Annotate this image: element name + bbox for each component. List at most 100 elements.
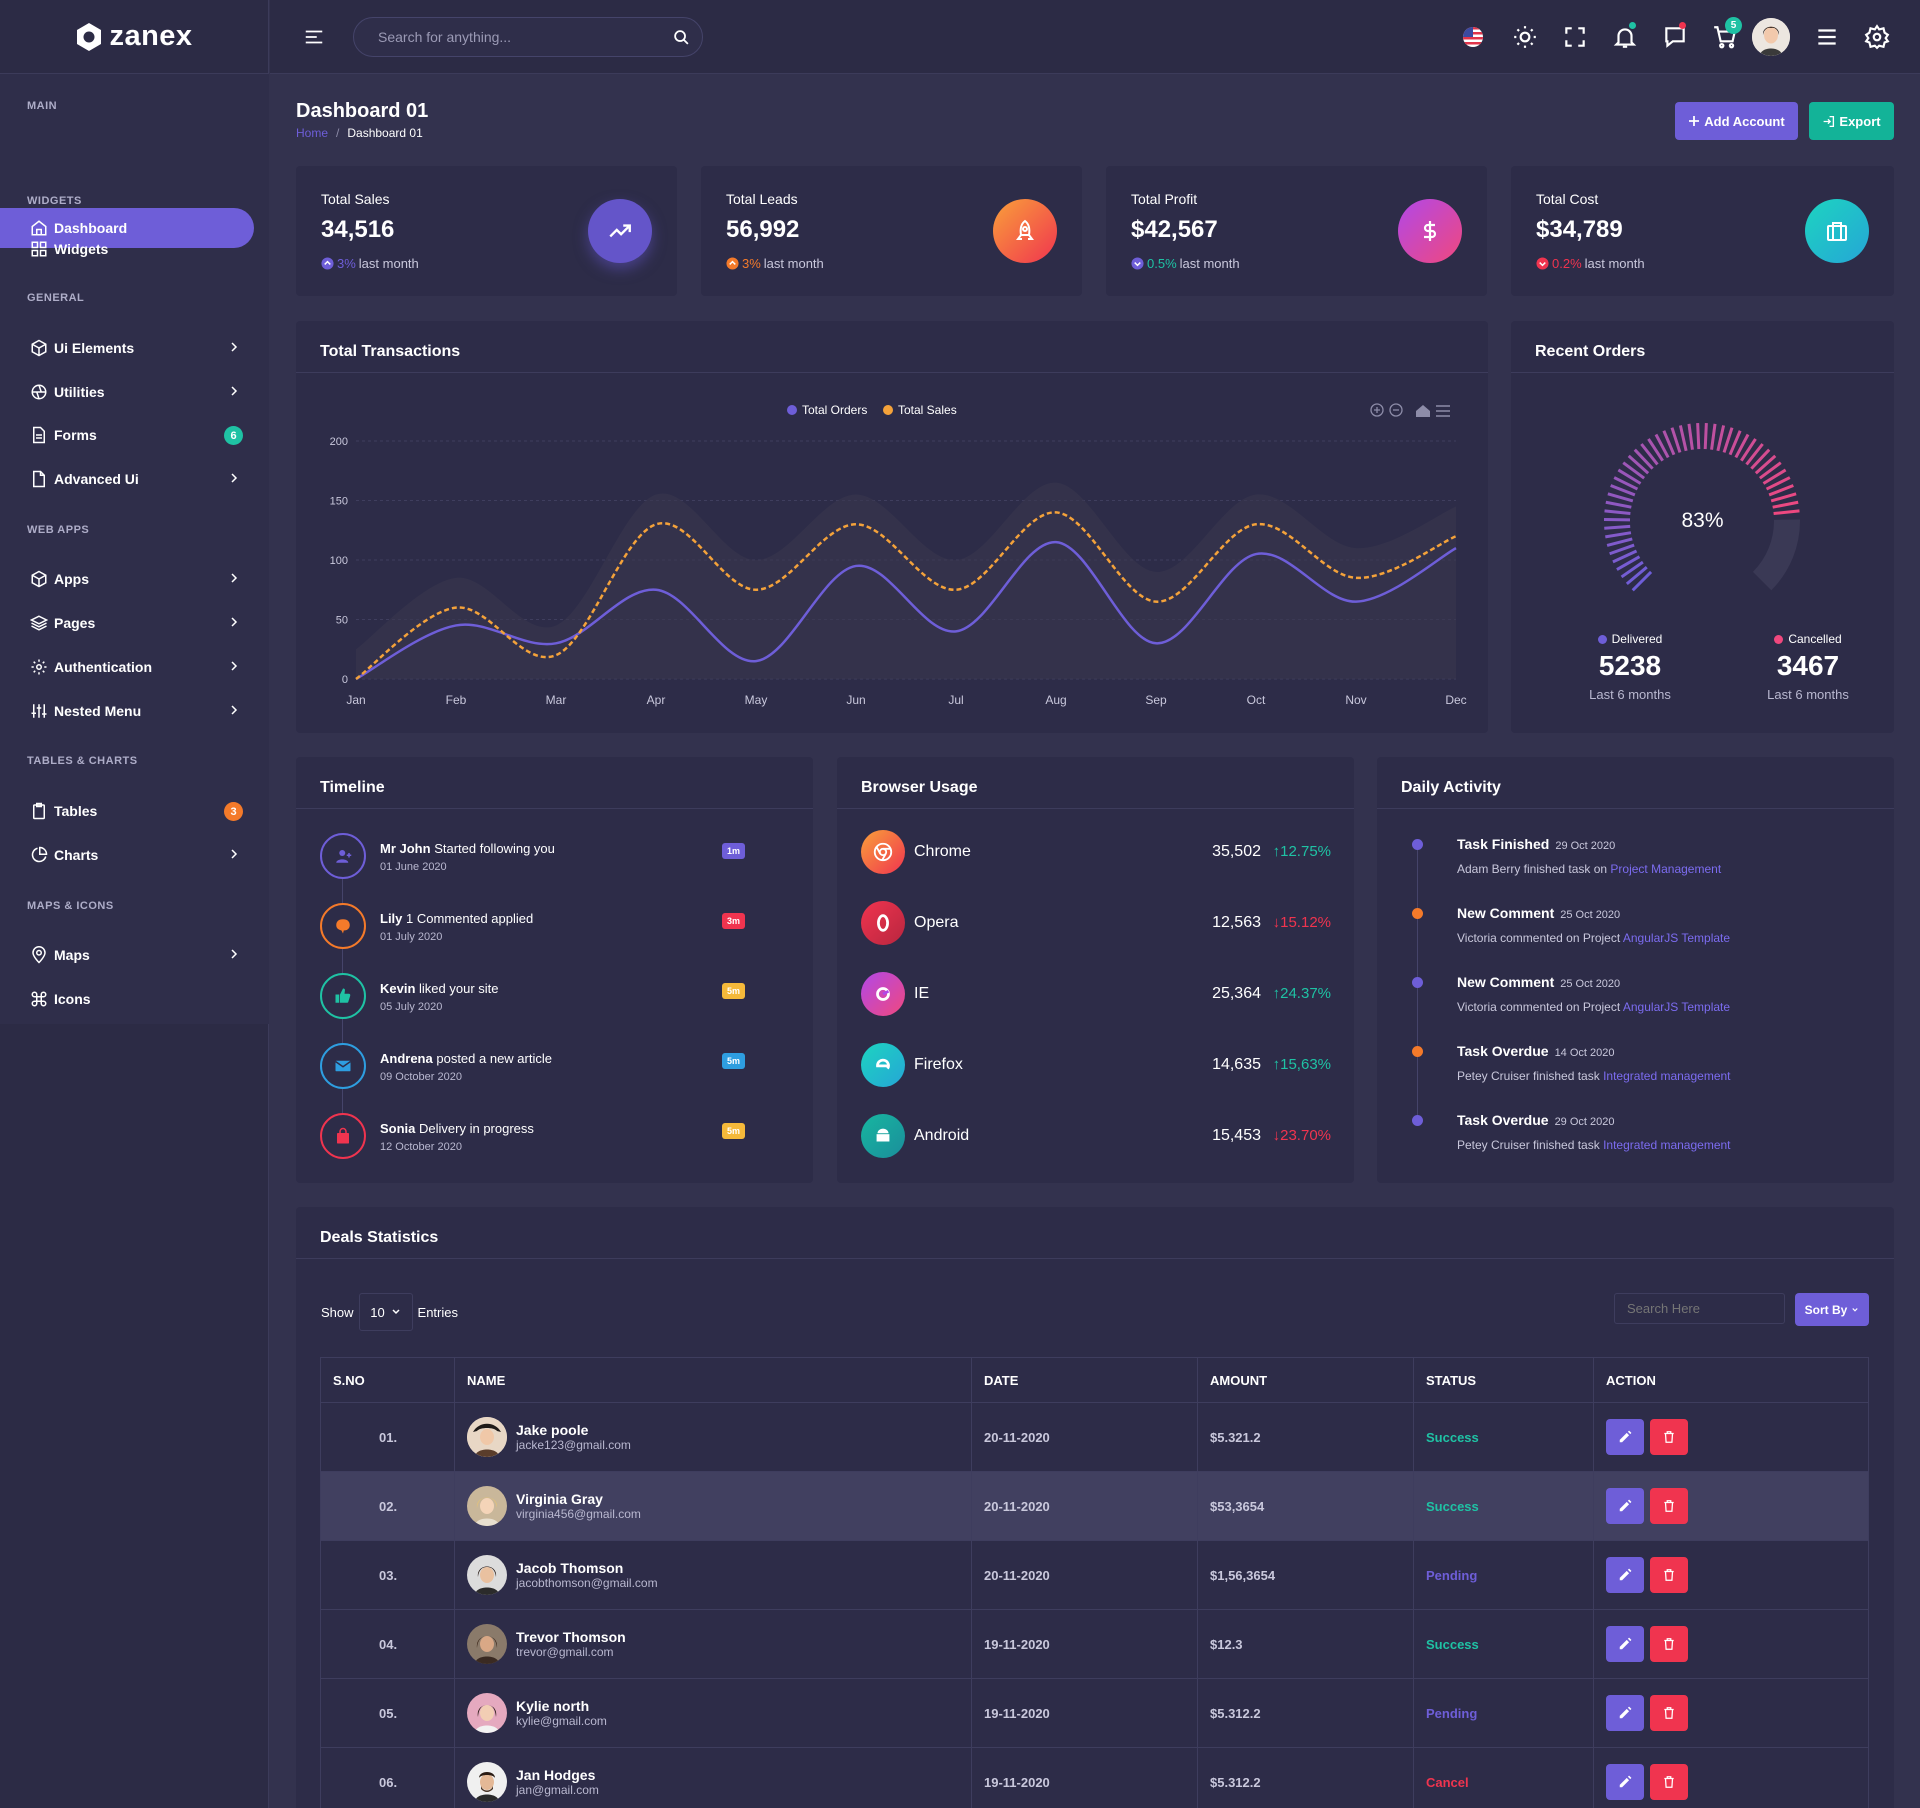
x-tick-label: Jul [948,693,963,707]
browser-change-pct: 24.37% [1280,985,1331,1002]
chat-icon[interactable] [1662,24,1688,50]
timeline-name: Mr John [380,841,431,856]
sidebar-item-pages[interactable]: Pages [0,603,269,643]
sidebar-item-utilities[interactable]: Utilities [0,372,269,412]
user-avatar[interactable] [1752,18,1790,56]
cancelled-legend-dot [1774,634,1784,644]
activity-title: Task Overdue 14 Oct 2020 [1457,1043,1615,1059]
chevron-right-icon [231,661,238,671]
y-tick-label: 150 [330,496,348,508]
sidebar-item-authentication[interactable]: Authentication [0,647,269,687]
gauge-track [1752,519,1800,591]
stat-label: Total Profit [1131,191,1198,207]
delete-button[interactable] [1650,1626,1688,1662]
row-sno: 05. [320,1678,455,1748]
hexagon-logo-icon [77,22,102,51]
person-name: Virginia Gray [516,1491,603,1507]
status-badge: Pending [1413,1678,1594,1748]
arrow-up-icon: ↑ [1272,843,1281,860]
stat-label: Total Sales [321,191,390,207]
activity-link[interactable]: AngularJS Template [1622,931,1731,945]
gauge-tick [1654,433,1670,459]
menu-toggle-icon[interactable] [303,26,325,48]
gauge-tick [1734,433,1750,459]
edit-button[interactable] [1606,1695,1644,1731]
activity-link[interactable]: AngularJS Template [1622,1000,1731,1014]
export-button[interactable]: Export [1809,102,1894,140]
activity-link[interactable]: Project Management [1610,862,1722,876]
arrow-up-circle-icon [321,257,334,270]
delete-button[interactable] [1650,1764,1688,1800]
edit-button[interactable] [1606,1488,1644,1524]
timeline-name: Sonia [380,1121,416,1136]
add-account-button[interactable]: Add Account [1675,102,1798,140]
edit-button[interactable] [1606,1419,1644,1455]
search-input[interactable] [378,29,658,45]
delete-button[interactable] [1650,1488,1688,1524]
gauge-tick [1722,427,1734,453]
sun-icon[interactable] [1512,24,1538,50]
timeline-text: Kevin liked your site [380,981,499,996]
edit-button[interactable] [1606,1626,1644,1662]
hamburger-menu-icon[interactable] [1814,24,1840,50]
table-header-row: S.NO NAME DATE AMOUNT STATUS ACTION [320,1357,1869,1403]
delete-button[interactable] [1650,1419,1688,1455]
edit-button[interactable] [1606,1764,1644,1800]
gauge-tick [1754,454,1777,475]
gauge-tick [1772,500,1799,509]
browser-usage-card: Browser Usage Chrome 35,502 ↑12.75% Oper… [837,757,1354,1183]
row-amount: $53,3654 [1197,1471,1414,1541]
app-logo[interactable]: zanex [0,0,268,74]
row-person: Jan Hodges jan@gmail.com [454,1747,972,1808]
breadcrumb-home[interactable]: Home [296,126,329,140]
settings-icon[interactable] [1864,24,1890,50]
entries-select[interactable]: 10 [358,1293,413,1331]
browser-change: ↓15.12% [1271,914,1331,931]
page-title: Dashboard 01 [296,100,429,122]
bell-icon[interactable] [1612,24,1638,50]
arrow-down-icon: ↓ [1272,914,1281,931]
row-date: 20-11-2020 [971,1540,1198,1610]
gauge-tick [1620,560,1644,579]
sidebar-item-dashboard[interactable]: Dashboard [0,208,269,248]
sidebar-item-apps[interactable]: Apps [0,559,269,599]
sort-by-button[interactable]: Sort By [1795,1293,1869,1326]
sidebar-item-ui-elements[interactable]: Ui Elements [0,328,269,368]
delete-button[interactable] [1650,1695,1688,1731]
mail-icon [320,1043,366,1089]
sidebar-item-tables[interactable]: Tables 3 [0,791,269,831]
delete-button[interactable] [1650,1557,1688,1593]
activity-desc: Victoria commented on Project AngularJS … [1457,1000,1730,1014]
sidebar-item-widgets[interactable]: Widgets [0,229,269,269]
card-title: Browser Usage [861,779,978,796]
avatar [467,1417,507,1457]
activity-link[interactable]: Integrated management [1603,1069,1731,1083]
activity-date: 25 Oct 2020 [1560,909,1621,921]
tables-count-badge: 3 [224,802,243,821]
sidebar-item-maps[interactable]: Maps [0,935,269,975]
cancelled-value: 3467 [1776,650,1840,681]
browser-change: ↑24.37% [1271,985,1331,1002]
sidebar-item-advanced-ui[interactable]: Advanced Ui [0,459,269,499]
card-title: Deals Statistics [320,1229,439,1246]
gauge-tick [1765,476,1791,491]
edit-button[interactable] [1606,1557,1644,1593]
browser-value: 25,364 [1212,985,1261,1002]
row-date: 20-11-2020 [971,1402,1198,1472]
forms-count-badge: 6 [224,426,243,445]
sidebar-item-label: Forms [54,427,97,443]
deals-search-input[interactable] [1614,1293,1785,1324]
search-icon[interactable] [673,29,690,46]
gauge-percent: 83% [1681,509,1724,532]
sidebar-item-charts[interactable]: Charts [0,835,269,875]
us-flag-icon[interactable] [1462,26,1484,48]
activity-link[interactable]: Integrated management [1603,1138,1731,1152]
sidebar-item-icons[interactable]: Icons [0,979,269,1019]
sidebar-item-forms[interactable]: Forms 6 [0,415,269,455]
breadcrumb: Home / Dashboard 01 [296,126,423,140]
sidebar-item-nested-menu[interactable]: Nested Menu [0,691,269,731]
gauge-tick [1616,555,1641,571]
fullscreen-icon[interactable] [1562,24,1588,50]
plus-icon [1689,116,1700,126]
table-row: 05. Kylie north kylie@gmail.com 19-11-202… [320,1678,1869,1748]
